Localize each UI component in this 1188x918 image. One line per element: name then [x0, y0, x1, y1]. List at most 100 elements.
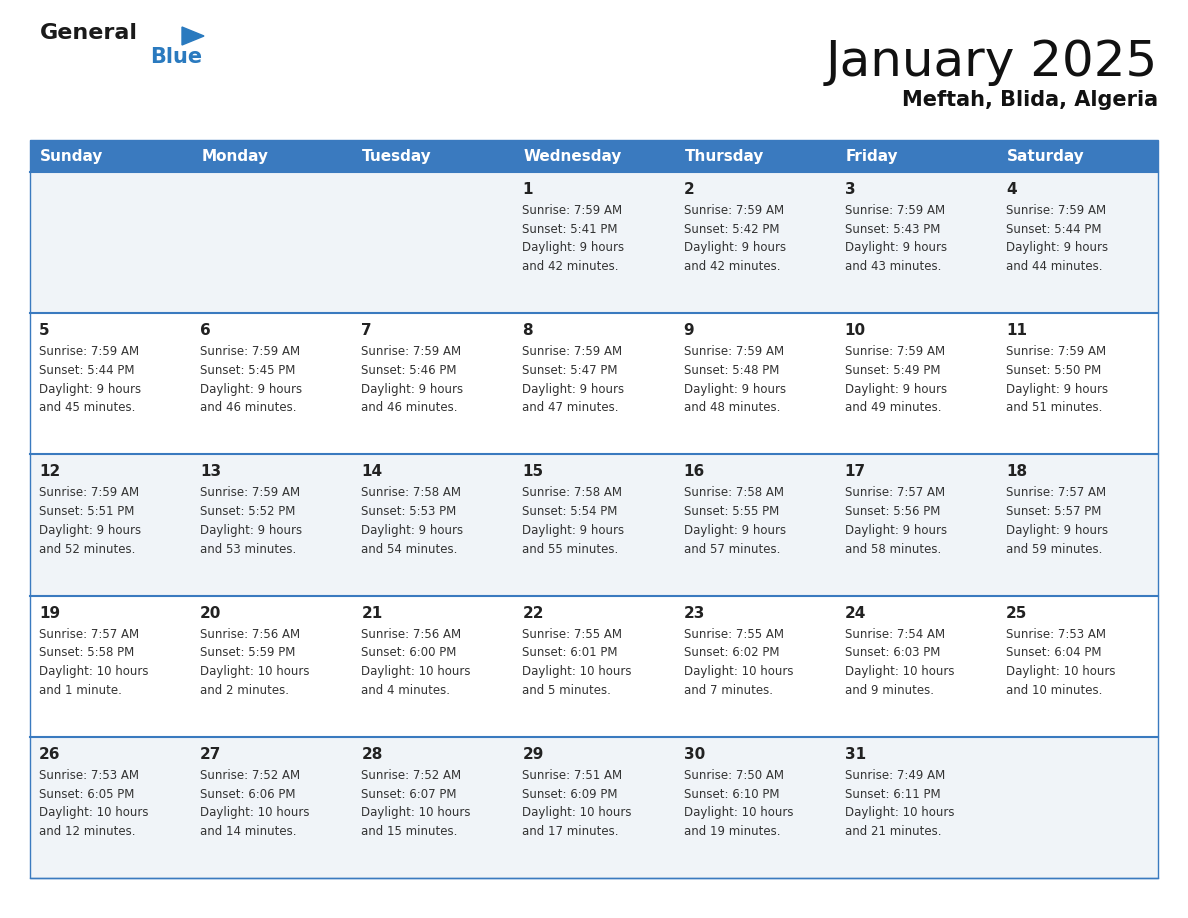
Text: Daylight: 10 hours: Daylight: 10 hours — [523, 806, 632, 819]
Text: Sunset: 6:10 PM: Sunset: 6:10 PM — [683, 788, 779, 800]
Bar — [997, 737, 1158, 878]
Text: Sunrise: 7:59 AM: Sunrise: 7:59 AM — [361, 345, 461, 358]
Bar — [513, 737, 675, 878]
Text: and 52 minutes.: and 52 minutes. — [39, 543, 135, 555]
Text: 8: 8 — [523, 323, 533, 338]
Text: 21: 21 — [361, 606, 383, 621]
Text: Wednesday: Wednesday — [524, 149, 621, 163]
Text: Sunset: 6:11 PM: Sunset: 6:11 PM — [845, 788, 941, 800]
Bar — [191, 737, 353, 878]
Text: and 19 minutes.: and 19 minutes. — [683, 825, 781, 838]
Text: 14: 14 — [361, 465, 383, 479]
Text: Sunrise: 7:59 AM: Sunrise: 7:59 AM — [523, 345, 623, 358]
Text: Daylight: 9 hours: Daylight: 9 hours — [683, 241, 785, 254]
Text: Sunrise: 7:59 AM: Sunrise: 7:59 AM — [845, 345, 944, 358]
Text: Daylight: 9 hours: Daylight: 9 hours — [845, 383, 947, 396]
Text: 22: 22 — [523, 606, 544, 621]
Text: Sunset: 6:09 PM: Sunset: 6:09 PM — [523, 788, 618, 800]
Text: 9: 9 — [683, 323, 694, 338]
Text: Sunset: 5:59 PM: Sunset: 5:59 PM — [200, 646, 296, 659]
Text: Sunrise: 7:59 AM: Sunrise: 7:59 AM — [200, 487, 301, 499]
Bar — [675, 596, 835, 737]
Bar — [353, 454, 513, 596]
Bar — [191, 596, 353, 737]
Bar — [997, 454, 1158, 596]
Text: Sunset: 5:51 PM: Sunset: 5:51 PM — [39, 505, 134, 518]
Text: and 10 minutes.: and 10 minutes. — [1006, 684, 1102, 697]
Text: Friday: Friday — [846, 149, 898, 163]
Text: Sunrise: 7:51 AM: Sunrise: 7:51 AM — [523, 769, 623, 782]
Text: and 49 minutes.: and 49 minutes. — [845, 401, 941, 414]
Text: Sunrise: 7:59 AM: Sunrise: 7:59 AM — [1006, 345, 1106, 358]
Text: Sunrise: 7:56 AM: Sunrise: 7:56 AM — [361, 628, 461, 641]
Text: Daylight: 9 hours: Daylight: 9 hours — [39, 383, 141, 396]
Text: Sunrise: 7:54 AM: Sunrise: 7:54 AM — [845, 628, 944, 641]
Text: 7: 7 — [361, 323, 372, 338]
Text: Sunset: 5:49 PM: Sunset: 5:49 PM — [845, 364, 940, 377]
Text: Daylight: 9 hours: Daylight: 9 hours — [361, 524, 463, 537]
Text: Daylight: 10 hours: Daylight: 10 hours — [361, 666, 470, 678]
Text: Sunrise: 7:56 AM: Sunrise: 7:56 AM — [200, 628, 301, 641]
Text: and 48 minutes.: and 48 minutes. — [683, 401, 781, 414]
Bar — [997, 172, 1158, 313]
Text: Daylight: 10 hours: Daylight: 10 hours — [523, 666, 632, 678]
Text: Daylight: 10 hours: Daylight: 10 hours — [39, 806, 148, 819]
Text: Sunset: 5:53 PM: Sunset: 5:53 PM — [361, 505, 456, 518]
Text: 18: 18 — [1006, 465, 1026, 479]
Text: and 43 minutes.: and 43 minutes. — [845, 260, 941, 274]
Bar — [675, 454, 835, 596]
Text: Daylight: 9 hours: Daylight: 9 hours — [200, 383, 302, 396]
Text: Saturday: Saturday — [1007, 149, 1085, 163]
Text: and 55 minutes.: and 55 minutes. — [523, 543, 619, 555]
Text: Daylight: 9 hours: Daylight: 9 hours — [683, 383, 785, 396]
Text: 17: 17 — [845, 465, 866, 479]
Bar — [835, 313, 997, 454]
Text: Sunset: 6:02 PM: Sunset: 6:02 PM — [683, 646, 779, 659]
Text: Sunrise: 7:59 AM: Sunrise: 7:59 AM — [39, 345, 139, 358]
Text: Sunrise: 7:57 AM: Sunrise: 7:57 AM — [1006, 487, 1106, 499]
Text: Meftah, Blida, Algeria: Meftah, Blida, Algeria — [902, 90, 1158, 110]
Text: Sunset: 6:05 PM: Sunset: 6:05 PM — [39, 788, 134, 800]
Bar — [513, 596, 675, 737]
Text: Sunrise: 7:53 AM: Sunrise: 7:53 AM — [1006, 628, 1106, 641]
Text: Sunset: 5:54 PM: Sunset: 5:54 PM — [523, 505, 618, 518]
Text: and 14 minutes.: and 14 minutes. — [200, 825, 297, 838]
Text: 1: 1 — [523, 182, 533, 197]
Bar — [30, 172, 191, 313]
Bar — [353, 313, 513, 454]
Text: Daylight: 10 hours: Daylight: 10 hours — [1006, 666, 1116, 678]
Bar — [835, 454, 997, 596]
Text: and 58 minutes.: and 58 minutes. — [845, 543, 941, 555]
Text: and 59 minutes.: and 59 minutes. — [1006, 543, 1102, 555]
Text: Sunset: 5:45 PM: Sunset: 5:45 PM — [200, 364, 296, 377]
Text: 11: 11 — [1006, 323, 1026, 338]
Text: Daylight: 10 hours: Daylight: 10 hours — [845, 806, 954, 819]
Bar — [675, 172, 835, 313]
Text: and 17 minutes.: and 17 minutes. — [523, 825, 619, 838]
Text: Sunset: 6:00 PM: Sunset: 6:00 PM — [361, 646, 456, 659]
Text: 15: 15 — [523, 465, 544, 479]
Text: Sunrise: 7:57 AM: Sunrise: 7:57 AM — [845, 487, 944, 499]
Text: Daylight: 9 hours: Daylight: 9 hours — [1006, 524, 1108, 537]
Text: Sunrise: 7:59 AM: Sunrise: 7:59 AM — [683, 204, 784, 217]
Bar — [513, 313, 675, 454]
Text: 3: 3 — [845, 182, 855, 197]
Text: and 46 minutes.: and 46 minutes. — [200, 401, 297, 414]
Text: 19: 19 — [39, 606, 61, 621]
Text: Sunset: 6:07 PM: Sunset: 6:07 PM — [361, 788, 456, 800]
Text: General: General — [40, 23, 138, 43]
Text: Daylight: 9 hours: Daylight: 9 hours — [523, 241, 625, 254]
Text: Sunrise: 7:58 AM: Sunrise: 7:58 AM — [361, 487, 461, 499]
Text: 4: 4 — [1006, 182, 1017, 197]
Bar — [835, 596, 997, 737]
Bar — [30, 454, 191, 596]
Text: Sunrise: 7:55 AM: Sunrise: 7:55 AM — [523, 628, 623, 641]
Text: Daylight: 9 hours: Daylight: 9 hours — [1006, 241, 1108, 254]
Bar — [191, 172, 353, 313]
Text: and 7 minutes.: and 7 minutes. — [683, 684, 772, 697]
Bar — [513, 172, 675, 313]
Text: Sunrise: 7:53 AM: Sunrise: 7:53 AM — [39, 769, 139, 782]
Text: Sunset: 5:50 PM: Sunset: 5:50 PM — [1006, 364, 1101, 377]
Text: Sunrise: 7:59 AM: Sunrise: 7:59 AM — [39, 487, 139, 499]
Text: Daylight: 10 hours: Daylight: 10 hours — [39, 666, 148, 678]
